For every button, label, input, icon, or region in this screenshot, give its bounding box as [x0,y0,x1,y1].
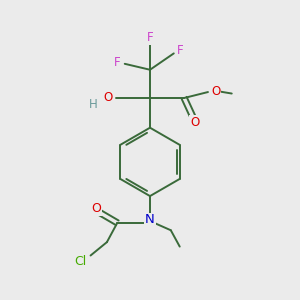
Text: O: O [91,202,101,215]
Text: H: H [89,98,98,111]
Text: F: F [176,44,183,57]
Text: O: O [103,92,112,104]
Text: O: O [190,116,199,129]
Text: Cl: Cl [74,255,86,268]
Text: N: N [145,213,155,226]
Text: F: F [147,32,153,44]
Text: O: O [212,85,221,98]
Text: F: F [114,56,121,69]
